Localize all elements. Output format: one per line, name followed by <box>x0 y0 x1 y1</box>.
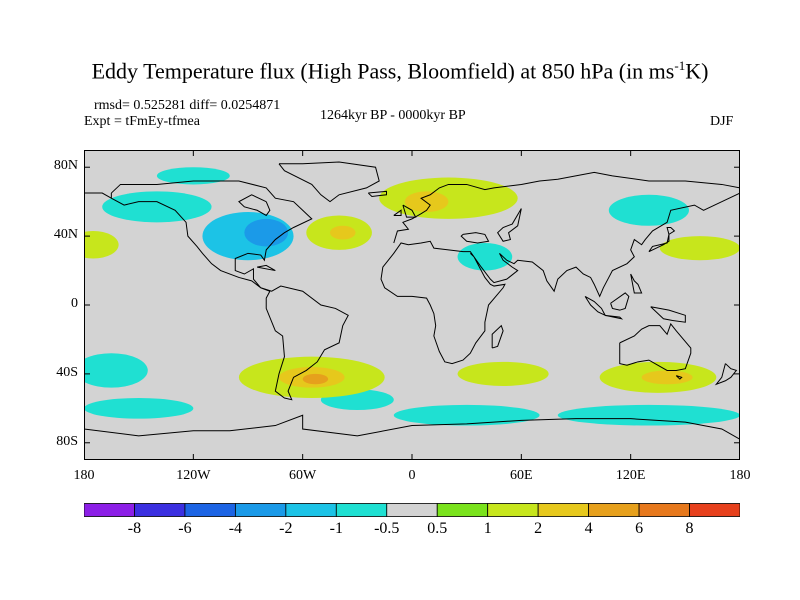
positive-anomaly-patch <box>330 225 356 240</box>
lon-label: 180 <box>729 468 751 483</box>
colorbar-label: 2 <box>534 520 543 537</box>
period-text: 1264kyr BP - 0000kyr BP <box>320 108 466 123</box>
coastline <box>393 209 402 216</box>
positive-anomaly-patch <box>457 361 549 386</box>
colorbar-label: 6 <box>635 520 644 537</box>
colorbar-swatch <box>537 503 590 517</box>
colorbar-label: -4 <box>228 520 243 537</box>
positive-anomaly-patch <box>379 177 518 219</box>
colorbar-swatch <box>436 503 489 517</box>
coastline <box>619 322 692 371</box>
positive-anomaly-patch <box>404 191 449 212</box>
colorbar-swatch <box>134 503 186 517</box>
positive-anomaly-patch <box>84 230 119 259</box>
coastline <box>605 314 624 320</box>
lon-label: 120W <box>176 468 211 483</box>
lat-label: 80S <box>56 433 78 449</box>
coastline <box>84 414 740 440</box>
negative-anomaly-patch <box>457 243 513 271</box>
lon-label: 180 <box>73 468 95 483</box>
lon-label: 0 <box>408 468 416 483</box>
coastline <box>402 204 417 218</box>
colorbar-swatch <box>386 503 438 517</box>
colorbar-swatch <box>487 503 539 517</box>
coastline <box>460 232 490 244</box>
coastline <box>497 208 522 242</box>
coastline <box>648 227 676 253</box>
season-text: DJF <box>710 114 734 129</box>
colorbar-swatch <box>588 503 640 517</box>
colorbar-label: -2 <box>279 520 293 537</box>
colorbar-label: 4 <box>584 520 593 537</box>
colorbar-swatch <box>184 503 236 517</box>
lat-label: 40N <box>53 227 78 243</box>
colorbar-label: -8 <box>127 520 142 537</box>
lon-label: 60W <box>289 468 317 483</box>
colorbar-label: -0.5 <box>374 520 400 537</box>
colorbar-label: 0.5 <box>427 520 448 537</box>
lon-label: 60E <box>510 468 533 483</box>
negative-anomaly-patch <box>102 191 212 223</box>
lon-label: 120E <box>615 468 646 483</box>
colorbar-swatch <box>689 503 740 517</box>
lat-label: 40S <box>56 364 78 380</box>
coastline <box>84 192 112 199</box>
coastline <box>110 180 349 401</box>
negative-anomaly-patch <box>557 404 740 426</box>
colorbar-swatch <box>335 503 388 517</box>
negative-anomaly-patch <box>608 194 689 226</box>
coastline <box>650 306 686 323</box>
coastline <box>380 192 740 365</box>
lat-label: 80N <box>53 158 78 174</box>
lat-label: 0 <box>71 296 78 311</box>
colorbar-label: 8 <box>685 520 694 537</box>
negative-anomaly-patch <box>156 167 230 185</box>
coastline <box>714 363 738 386</box>
world-map <box>84 150 740 460</box>
coastline <box>238 194 271 217</box>
positive-anomaly-patch <box>641 370 693 385</box>
colorbar-label: -6 <box>178 520 192 537</box>
stats-text: rmsd= 0.525281 diff= 0.0254871 <box>94 98 281 113</box>
coastline <box>675 375 683 380</box>
colorbar-swatch <box>285 503 337 517</box>
negative-anomaly-patch <box>393 404 540 426</box>
negative-anomaly-patch <box>244 218 289 247</box>
experiment-text: Expt = tFmEy-tfmea <box>84 114 200 129</box>
colorbar-swatch <box>638 503 690 517</box>
coastline <box>367 190 387 198</box>
colorbar-label: -1 <box>329 520 343 537</box>
negative-anomaly-patch <box>84 353 148 388</box>
colorbar-label: 1 <box>483 520 492 537</box>
colorbar-swatch <box>84 503 135 517</box>
coastline <box>610 292 630 311</box>
positive-anomaly-patch <box>302 373 329 385</box>
coastline <box>584 295 607 317</box>
coastline <box>630 273 643 294</box>
coastline <box>257 264 276 272</box>
coastline <box>491 324 504 349</box>
colorbar-swatch <box>234 503 287 517</box>
colorbar <box>84 503 740 517</box>
coastline <box>393 171 740 244</box>
negative-anomaly-patch <box>84 398 194 419</box>
figure-title: Eddy Temperature flux (High Pass, Bloomf… <box>91 58 709 84</box>
positive-anomaly-patch <box>659 236 740 261</box>
coastline <box>278 161 380 203</box>
